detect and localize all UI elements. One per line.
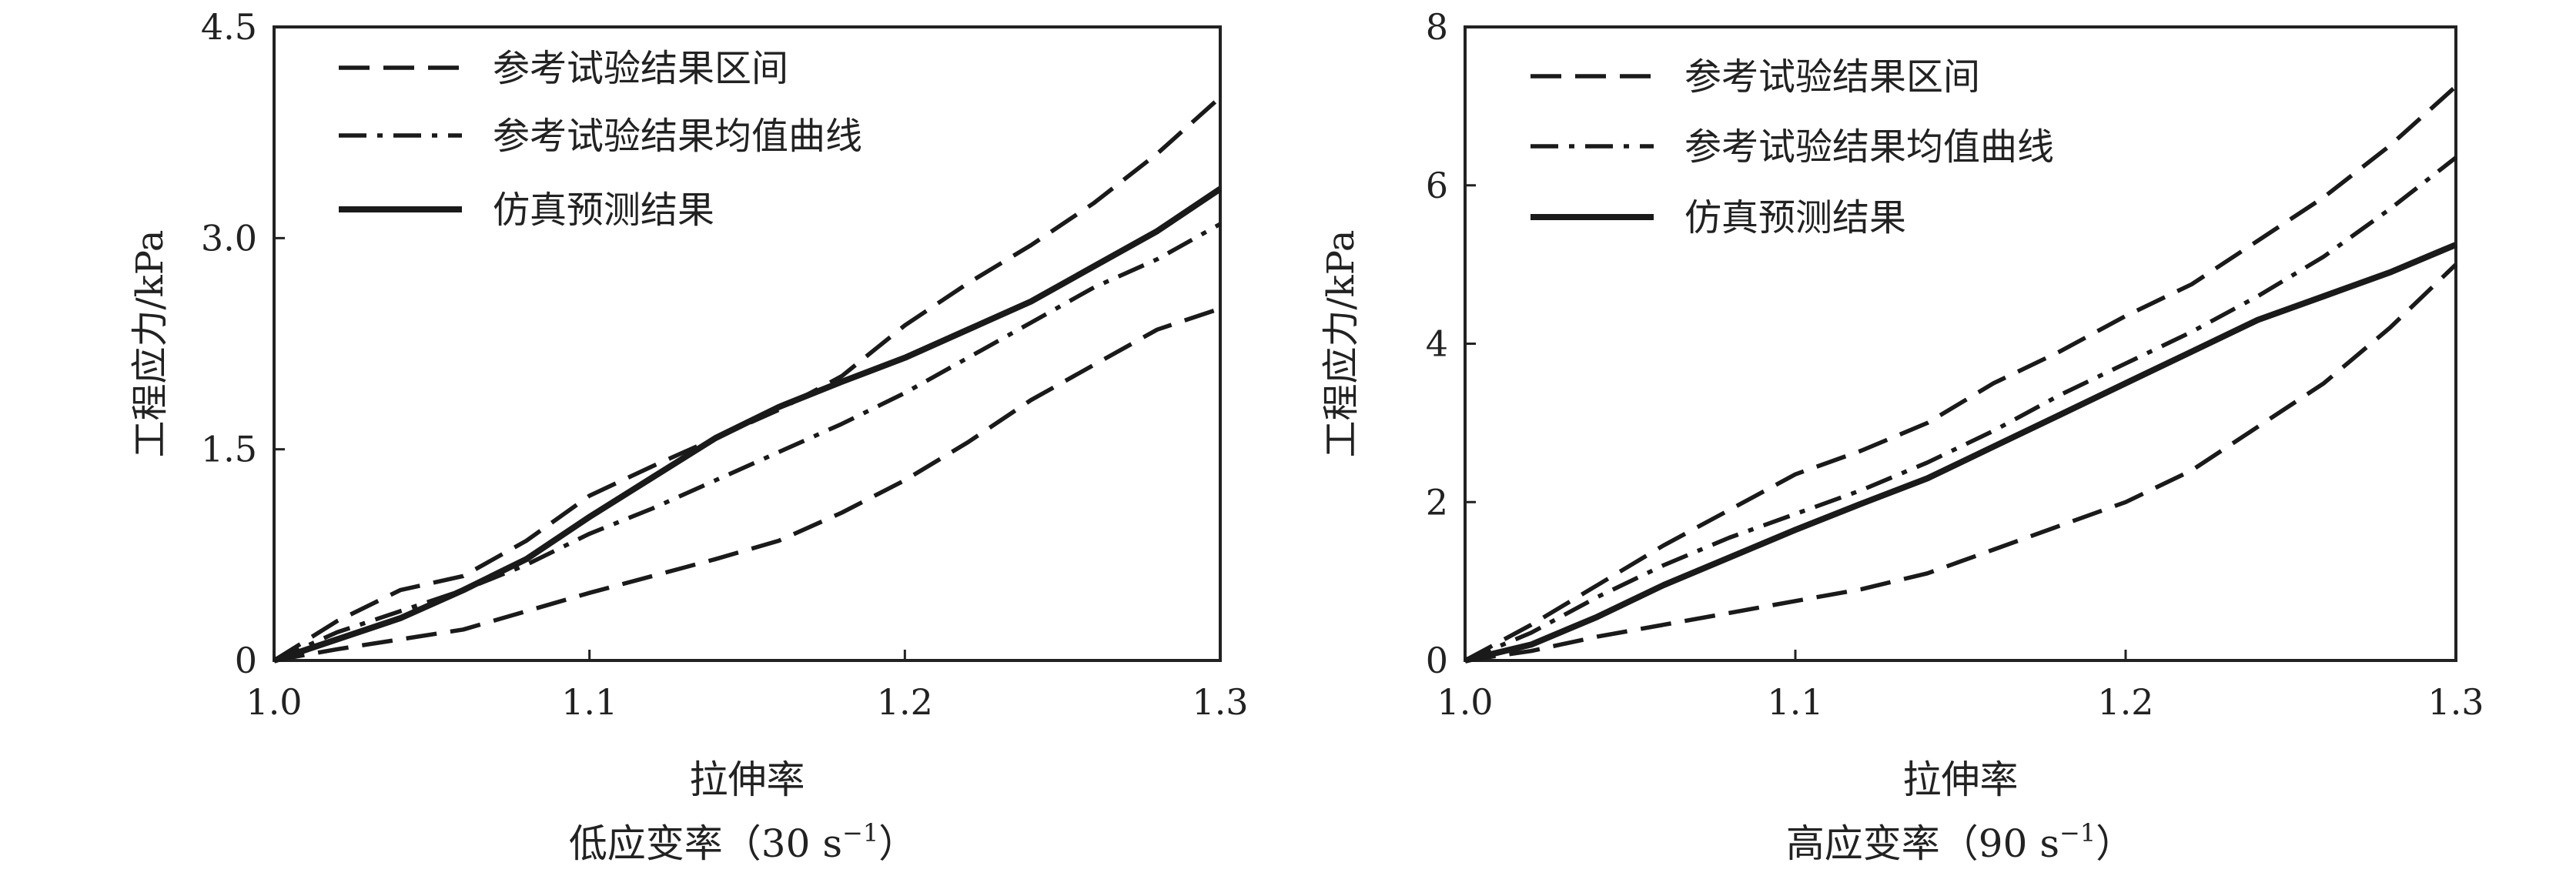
y-tick-label: 6 xyxy=(1426,165,1448,206)
y-tick-label: 1.5 xyxy=(201,429,257,470)
x-tick-label: 1.0 xyxy=(246,681,302,723)
series-line-dashed-0 xyxy=(273,95,1222,663)
x-tick-label: 1.1 xyxy=(1767,681,1823,723)
legend-label: 仿真预测结果 xyxy=(493,189,714,232)
x-axis-label: 拉伸率 xyxy=(1903,757,2019,802)
chart-caption: 低应变率（30 s−1） xyxy=(569,818,917,866)
series-line-dashed-1 xyxy=(273,306,1221,663)
y-tick-label: 0 xyxy=(1426,640,1448,681)
x-tick-label: 1.2 xyxy=(2097,681,2153,723)
legend-label: 参考试验结果均值曲线 xyxy=(1684,125,2054,169)
series-line-dashed-0 xyxy=(1464,85,2457,663)
legend-label: 参考试验结果区间 xyxy=(493,47,788,90)
series-line-dashdot-2 xyxy=(1464,155,2457,663)
y-tick-label: 2 xyxy=(1426,481,1448,523)
series-line-dashdot-2 xyxy=(273,222,1222,663)
caption-text: 低应变率（30 s xyxy=(569,821,842,866)
y-tick-label: 4.5 xyxy=(201,6,257,48)
caption-close: ） xyxy=(878,821,917,866)
series-line-solid-3 xyxy=(1464,242,2457,664)
x-axis-label: 拉伸率 xyxy=(690,757,805,802)
chart-high-strain-rate: 1.0 1.1 1.2 1.3 0 2 4 6 8 拉伸率 工程应力/kPa 高应变率（90 s−1）… xyxy=(1320,6,2484,866)
x-tick-label: 1.1 xyxy=(561,681,617,723)
x-tick-label: 1.3 xyxy=(1192,681,1248,723)
caption-superscript: −1 xyxy=(842,818,878,848)
caption-close: ） xyxy=(2096,821,2134,866)
y-tick-label: 3.0 xyxy=(201,217,257,259)
chart-caption: 高应变率（90 s−1） xyxy=(1786,818,2134,866)
x-tick-label: 1.0 xyxy=(1437,681,1493,723)
y-axis-label: 工程应力/kPa xyxy=(129,229,172,457)
y-axis-label: 工程应力/kPa xyxy=(1320,229,1363,457)
legend-label: 仿真预测结果 xyxy=(1684,196,1906,239)
y-tick-label: 4 xyxy=(1426,323,1448,365)
legend-label: 参考试验结果均值曲线 xyxy=(493,115,862,158)
y-tick-label: 8 xyxy=(1426,6,1448,48)
chart-low-strain-rate: 1.0 1.1 1.2 1.3 0 1.5 3.0 4.5 拉伸率 工程应力/kPa 低应变率（30… xyxy=(129,6,1249,866)
y-tick-label: 0 xyxy=(235,640,257,681)
series-line-dashed-1 xyxy=(1464,262,2457,663)
x-tick-label: 1.2 xyxy=(877,681,933,723)
caption-text: 高应变率（90 s xyxy=(1786,821,2059,866)
legend-label: 参考试验结果区间 xyxy=(1684,55,1980,99)
caption-superscript: −1 xyxy=(2059,818,2096,848)
series-line-solid-3 xyxy=(273,186,1223,664)
x-tick-label: 1.3 xyxy=(2427,681,2484,723)
plot-frame xyxy=(273,25,1222,662)
